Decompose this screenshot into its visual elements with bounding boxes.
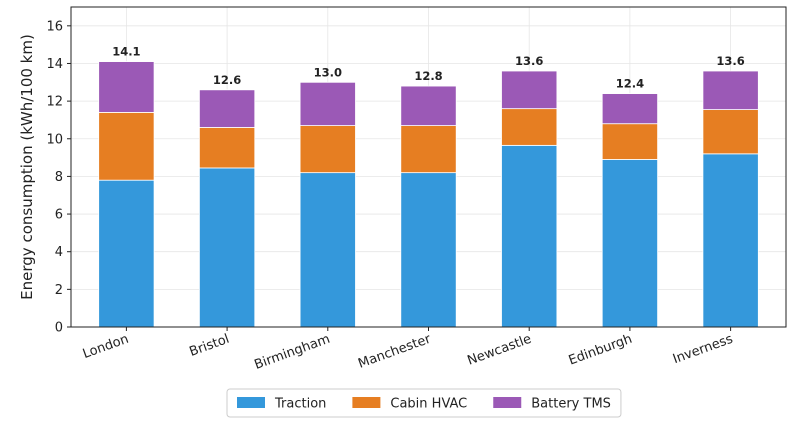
bar-total-label: 12.6 xyxy=(213,73,241,87)
bar-cabin-hvac xyxy=(702,109,759,155)
x-tick-label: Inverness xyxy=(671,332,735,368)
y-tick-label: 6 xyxy=(55,208,63,223)
x-tick-label: Bristol xyxy=(188,332,232,360)
bar-battery-tms xyxy=(400,85,457,126)
bar-total-label: 14.1 xyxy=(112,45,140,59)
bar-cabin-hvac xyxy=(98,112,155,181)
legend: Traction Cabin HVAC Battery TMS xyxy=(226,388,622,418)
bar-cabin-hvac xyxy=(299,125,356,174)
x-tick-label: London xyxy=(81,332,131,362)
bar-traction xyxy=(501,144,558,328)
x-tick-label: Newcastle xyxy=(466,332,534,369)
legend-items: Traction Cabin HVAC Battery TMS xyxy=(237,397,611,412)
y-tick-label: 2 xyxy=(55,283,63,298)
bar-traction xyxy=(198,167,256,328)
bar-traction xyxy=(98,179,155,328)
legend-label-battery-tms: Battery TMS xyxy=(531,397,611,412)
bar-battery-tms xyxy=(98,61,155,113)
total-labels: 14.1 12.6 13.0 12.8 13.6 12.4 13.6 xyxy=(112,45,745,91)
bar-cabin-hvac xyxy=(198,127,256,169)
bar-battery-tms xyxy=(702,70,759,110)
bar-cabin-hvac xyxy=(601,123,659,160)
bar-battery-tms xyxy=(198,89,256,128)
y-tick-label: 10 xyxy=(46,132,63,147)
y-tick-label: 16 xyxy=(46,19,63,34)
bar-traction xyxy=(299,172,356,328)
bar-total-label: 13.6 xyxy=(515,54,543,68)
legend-box xyxy=(226,388,622,418)
legend-swatch-battery-tms xyxy=(493,397,522,408)
bar-battery-tms xyxy=(501,70,558,110)
bars xyxy=(98,61,759,328)
legend-label-cabin-hvac: Cabin HVAC xyxy=(390,397,467,412)
x-tick-label: Edinburgh xyxy=(567,332,635,369)
legend-label-traction: Traction xyxy=(274,397,326,412)
bar-total-label: 13.6 xyxy=(716,54,744,68)
bar-traction xyxy=(702,153,759,328)
x-tick-label: Birmingham xyxy=(253,332,333,373)
x-tick-label: Manchester xyxy=(356,331,433,371)
bar-cabin-hvac xyxy=(501,108,558,146)
y-tick-label: 14 xyxy=(46,57,63,72)
y-tick-label: 0 xyxy=(55,321,63,336)
bar-cabin-hvac xyxy=(400,125,457,174)
bar-total-label: 12.4 xyxy=(616,77,644,91)
legend-swatch-traction xyxy=(237,397,265,408)
bar-total-label: 13.0 xyxy=(314,65,342,79)
bar-battery-tms xyxy=(299,81,356,126)
bar-total-label: 12.8 xyxy=(414,69,442,83)
y-tick-label: 4 xyxy=(55,245,63,260)
y-tick-label: 8 xyxy=(55,170,63,185)
y-tick-label: 12 xyxy=(46,95,63,110)
bar-battery-tms xyxy=(601,93,659,125)
bar-traction xyxy=(400,172,457,328)
legend-swatch-cabin-hvac xyxy=(352,397,381,408)
bar-traction xyxy=(601,159,659,328)
y-axis-title: Energy consumption (kWh/100 km) xyxy=(18,34,36,300)
